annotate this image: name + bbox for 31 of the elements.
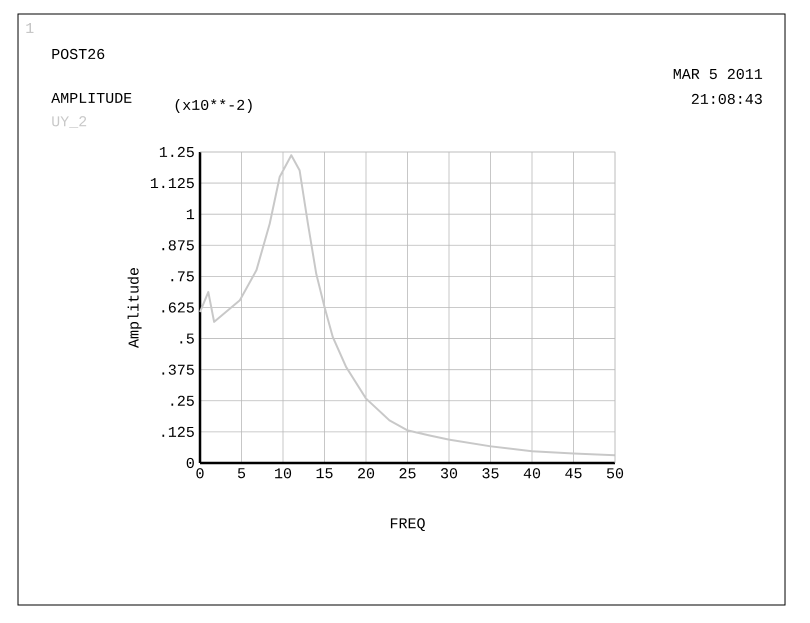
y-tick-label: 1.125: [150, 178, 194, 188]
y-tick-label: .25: [171, 396, 194, 406]
x-tick-label: 35: [482, 468, 499, 478]
y-tick-label: 1: [186, 209, 194, 220]
x-tick-label: 0: [196, 468, 204, 478]
y-tick-label: 0: [186, 458, 194, 468]
x-tick-label: 5: [238, 468, 246, 478]
x-tick-label: 25: [400, 468, 416, 478]
text: 1: [26, 23, 34, 33]
y-tick-label: .625: [162, 302, 194, 313]
line-series: [199, 154, 616, 456]
x-tick-label: 40: [524, 468, 540, 478]
y-axis-title: Amplitude: [128, 268, 142, 348]
x-tick-label: 15: [316, 468, 333, 478]
y-tick-label: 1.25: [160, 146, 194, 158]
x-tick-label: 50: [606, 468, 624, 478]
y-tick-label: .375: [162, 364, 194, 375]
y-tick-label: .75: [171, 271, 194, 282]
text: POST26: [52, 48, 104, 60]
text: MAR 5 2011: [674, 68, 762, 80]
x-tick-label: 20: [358, 468, 374, 478]
x-tick-label: 10: [275, 468, 292, 478]
text: (x10**-2): [176, 98, 252, 113]
y-tick-label: .875: [162, 240, 194, 250]
x-tick-label: 45: [565, 468, 582, 478]
x-tick-label: 30: [440, 468, 458, 478]
y-tick-label: .125: [162, 426, 194, 437]
x-axis-title: FREQ: [390, 518, 425, 532]
text: 21:08:43: [692, 94, 762, 104]
y-tick-label: .5: [180, 334, 194, 344]
text: AMPLITUDE: [51, 92, 132, 103]
